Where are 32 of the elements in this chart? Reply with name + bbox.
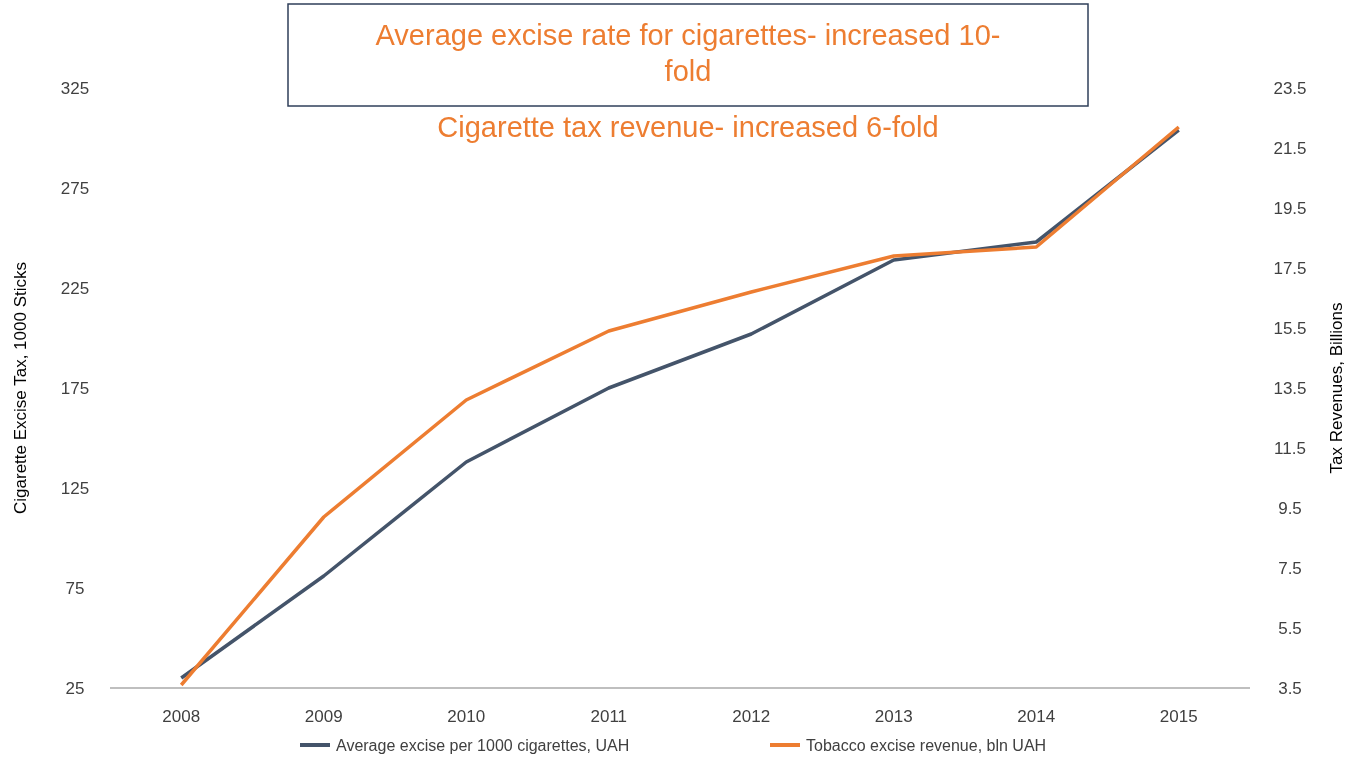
x-tick-label: 2014 [1017,707,1056,726]
x-tick-label: 2012 [732,707,771,726]
y2-tick-label: 21.5 [1273,138,1307,158]
y-axis-title: Cigarette Excise Tax, 1000 Sticks [11,262,30,514]
x-tick-label: 2011 [590,707,628,726]
chart-title: Average excise rate for cigarettes- increased 10-fold [375,19,1001,87]
y-tick-label: 225 [60,278,90,298]
y-tick-label: 25 [65,678,85,698]
x-tick-label: 2008 [162,707,201,726]
y2-tick-label: 13.5 [1273,378,1307,398]
y2-tick-label: 15.5 [1273,318,1307,338]
y2-tick-label: 9.5 [1278,498,1302,518]
x-tick-label: 2010 [447,707,486,726]
y2-tick-label: 5.5 [1278,618,1302,638]
legend-label: Average excise per 1000 cigarettes, UAH [336,736,630,754]
y-tick-label: 175 [60,378,90,398]
x-tick-label: 2015 [1159,707,1198,726]
text: Cigarette tax revenue- increased 6-fold [437,111,939,143]
y2-tick-label: 7.5 [1278,558,1302,578]
y-tick-label: 75 [65,578,85,598]
y2-axis-title: Tax Revenues, Billions [1327,302,1346,474]
y2-tick-label: 3.5 [1278,678,1302,698]
legend-label: Tobacco excise revenue, bln UAH [806,736,1047,754]
y-tick-label: 275 [60,178,90,198]
y2-tick-label: 11.5 [1274,438,1306,458]
y2-tick-label: 23.5 [1273,78,1307,98]
x-tick-label: 2013 [874,707,913,726]
y-tick-label: 125 [60,478,90,498]
x-tick-label: 2009 [304,707,343,726]
y-tick-label: 325 [60,78,90,98]
y2-tick-label: 19.5 [1273,198,1307,218]
y2-tick-label: 17.5 [1273,258,1307,278]
